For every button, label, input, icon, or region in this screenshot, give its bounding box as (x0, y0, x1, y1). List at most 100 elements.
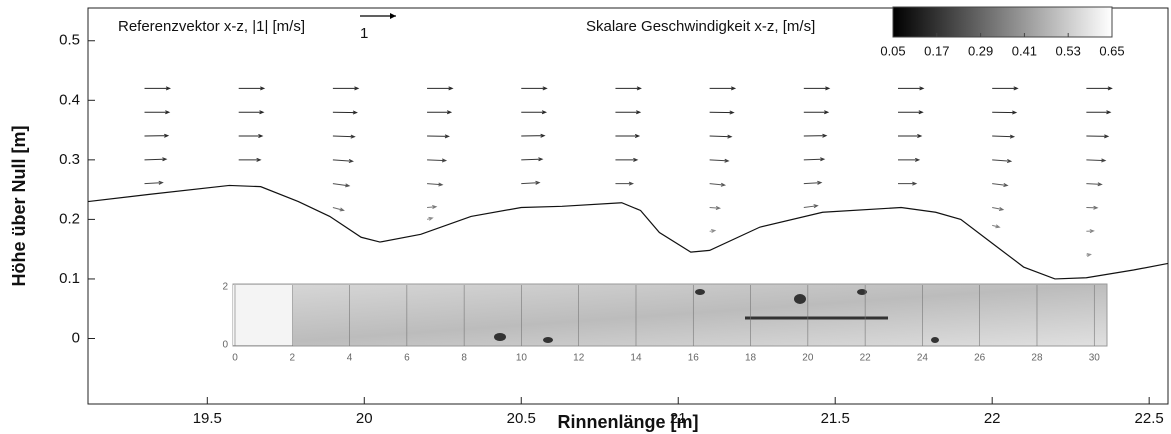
vector (710, 135, 732, 138)
inset-y-tick-label: 0 (222, 340, 228, 351)
y-tick-label: 0.2 (59, 210, 80, 227)
vector (1086, 183, 1101, 186)
vector (710, 159, 729, 162)
vector (992, 225, 999, 228)
vector (145, 134, 168, 137)
vector (804, 87, 829, 90)
vector (333, 111, 357, 114)
vector (333, 159, 353, 162)
vector (804, 205, 818, 208)
spot (543, 337, 553, 343)
vector (804, 158, 824, 161)
inset-x-tick-label: 10 (516, 353, 528, 364)
colorbar-tick-label: 0.05 (880, 43, 905, 58)
x-tick-label: 21 (670, 410, 687, 427)
vector (992, 207, 1003, 210)
vector (239, 87, 264, 90)
inset-x-tick-label: 18 (745, 353, 757, 364)
vector (521, 134, 544, 137)
inset-photo (233, 284, 1107, 346)
y-axis-label: Höhe über Null [m] (9, 126, 29, 287)
vector (333, 135, 355, 138)
inset-x-tick-label: 22 (860, 353, 872, 364)
vector (333, 207, 344, 210)
vector (615, 182, 632, 185)
colorbar-tick-label: 0.17 (924, 43, 949, 58)
vector (898, 182, 916, 185)
vector (333, 87, 358, 90)
y-tick-label: 0.4 (59, 91, 80, 108)
vector (615, 158, 637, 161)
vector (992, 135, 1014, 138)
vector (333, 184, 349, 187)
bed-profile (88, 185, 1168, 278)
y-tick-label: 0.3 (59, 151, 80, 168)
reference-label: 1 (360, 25, 368, 42)
inset-x-tick-label: 14 (630, 353, 642, 364)
vector (145, 111, 169, 114)
vector (427, 159, 446, 162)
inset-x-tick-label: 2 (290, 353, 296, 364)
inset-x-tick-label: 8 (461, 353, 467, 364)
vector (615, 111, 639, 114)
colorbar (893, 7, 1112, 37)
vector (615, 87, 640, 90)
vector (898, 111, 922, 114)
reference-arrowhead (390, 13, 396, 19)
vector (710, 183, 725, 186)
vector (521, 87, 546, 90)
x-tick-label: 22.5 (1135, 410, 1164, 427)
vector (145, 158, 167, 161)
vector (145, 181, 163, 184)
vector (521, 158, 542, 161)
vector (239, 158, 261, 161)
vector (1086, 253, 1090, 256)
vector (427, 111, 451, 114)
vector (427, 135, 449, 138)
vector (898, 87, 923, 90)
inset-x-tick-label: 16 (688, 353, 700, 364)
spot (794, 294, 806, 304)
y-tick-label: 0.5 (59, 32, 80, 49)
vector (804, 111, 828, 114)
spot (857, 289, 867, 295)
inset-x-tick-label: 28 (1031, 353, 1043, 364)
vector (898, 158, 919, 161)
y-tick-label: 0 (72, 329, 80, 346)
inset-y-tick-label: 2 (222, 282, 228, 293)
vector (898, 134, 921, 137)
inset-x-tick-label: 12 (573, 353, 585, 364)
vector (804, 181, 821, 184)
inset-x-tick-label: 4 (347, 353, 353, 364)
vector (521, 111, 545, 114)
inset-x-tick-label: 0 (232, 353, 238, 364)
inset-x-tick-label: 24 (917, 353, 929, 364)
colorbar-tick-label: 0.41 (1012, 43, 1037, 58)
vector (145, 87, 170, 90)
vector (992, 159, 1011, 162)
vector (1086, 111, 1110, 114)
vector (239, 134, 262, 137)
spot (695, 289, 705, 295)
vector (427, 183, 442, 186)
vector (992, 111, 1016, 114)
inset-x-tick-label: 20 (802, 353, 814, 364)
vector (615, 134, 638, 137)
x-tick-label: 21.5 (821, 410, 850, 427)
spot (931, 337, 939, 343)
vector (710, 111, 734, 114)
vector (1086, 230, 1093, 233)
colorbar-tick-label: 0.53 (1056, 43, 1081, 58)
chart: Referenzvektor x-z, |1| [m/s] 1 Skalare … (0, 0, 1171, 434)
vector (427, 87, 452, 90)
colorbar-tick-label: 0.65 (1099, 43, 1124, 58)
x-tick-label: 22 (984, 410, 1001, 427)
colorbar-title: Skalare Geschwindigkeit x-z, [m/s] (586, 18, 815, 35)
inset-blank (233, 285, 293, 345)
vector (1086, 206, 1097, 209)
vector (992, 183, 1007, 186)
inset-x-tick-label: 6 (404, 353, 410, 364)
vector (521, 181, 539, 184)
x-tick-label: 20.5 (507, 410, 536, 427)
y-tick-label: 0.1 (59, 270, 80, 287)
